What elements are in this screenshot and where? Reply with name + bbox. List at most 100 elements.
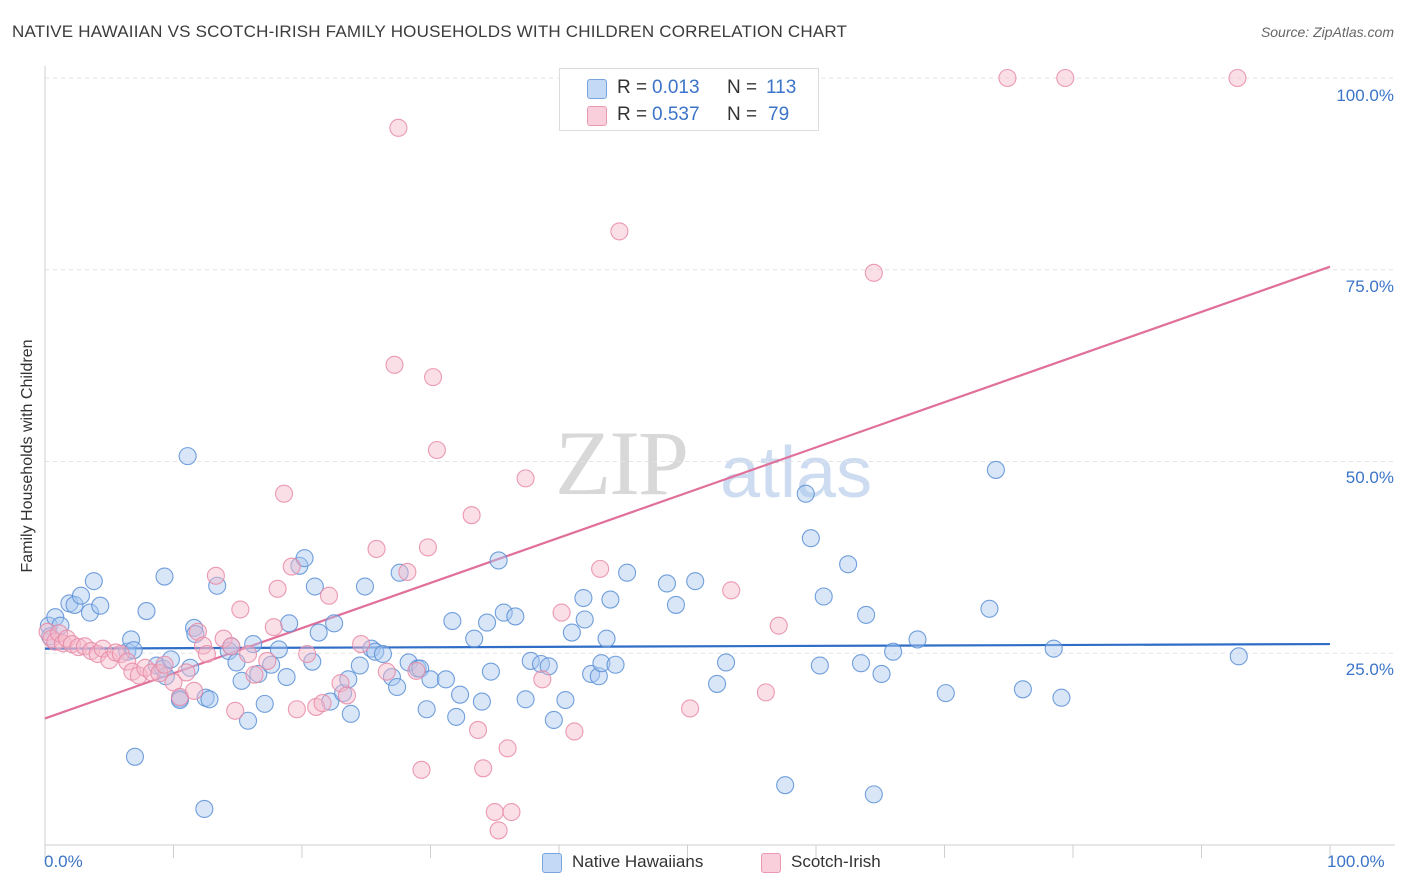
data-point-scotch-irish xyxy=(287,700,306,719)
data-point-native-hawaiians xyxy=(465,629,484,648)
data-point-native-hawaiians xyxy=(71,586,91,605)
data-point-scotch-irish xyxy=(118,652,137,671)
x-tick-label-max: 100.0% xyxy=(1327,852,1385,871)
legend-swatch-pink xyxy=(761,853,781,873)
data-point-native-hawaiians xyxy=(477,613,497,632)
data-point-scotch-irish xyxy=(418,538,437,557)
data-point-scotch-irish xyxy=(222,637,241,656)
data-point-scotch-irish xyxy=(377,662,396,681)
data-point-native-hawaiians xyxy=(200,690,219,709)
data-point-scotch-irish xyxy=(389,118,408,137)
data-point-scotch-irish xyxy=(245,665,264,684)
data-point-scotch-irish xyxy=(111,644,130,664)
data-point-native-hawaiians xyxy=(908,630,927,649)
data-point-scotch-irish xyxy=(489,821,508,840)
legend-swatch-pink xyxy=(587,106,607,126)
data-point-scotch-irish xyxy=(231,600,250,619)
data-point-native-hawaiians xyxy=(122,630,141,649)
data-point-native-hawaiians xyxy=(1044,639,1063,658)
data-point-scotch-irish xyxy=(722,581,741,600)
data-point-scotch-irish xyxy=(462,506,481,525)
data-point-native-hawaiians xyxy=(472,692,491,711)
data-point-scotch-irish xyxy=(214,629,233,648)
data-point-native-hawaiians xyxy=(451,685,470,704)
data-point-native-hawaiians xyxy=(388,677,407,697)
data-point-native-hawaiians xyxy=(91,596,110,615)
data-point-native-hawaiians xyxy=(884,642,903,661)
data-point-native-hawaiians xyxy=(597,629,616,648)
data-point-native-hawaiians xyxy=(390,563,409,582)
data-point-native-hawaiians xyxy=(796,484,815,503)
data-point-scotch-irish xyxy=(274,484,294,503)
data-point-scotch-irish xyxy=(533,670,552,689)
data-point-native-hawaiians xyxy=(321,692,340,711)
data-point-native-hawaiians xyxy=(686,572,705,591)
data-point-scotch-irish xyxy=(177,663,196,682)
data-point-native-hawaiians xyxy=(716,653,736,672)
y-tick-label-100: 100.0% xyxy=(1336,86,1394,105)
watermark-zip: ZIP xyxy=(555,412,689,514)
trend-line-scotch-irish xyxy=(44,265,1331,720)
data-point-native-hawaiians xyxy=(1229,647,1248,666)
data-point-scotch-irish xyxy=(155,655,174,674)
data-point-scotch-irish xyxy=(367,539,386,558)
data-point-native-hawaiians xyxy=(606,655,625,674)
data-point-native-hawaiians xyxy=(238,711,258,730)
data-point-scotch-irish xyxy=(385,355,404,374)
data-point-scotch-irish xyxy=(427,440,446,460)
legend-r-value: 0.013 xyxy=(652,77,700,98)
data-point-native-hawaiians xyxy=(277,667,296,687)
data-point-native-hawaiians xyxy=(657,574,676,593)
data-point-native-hawaiians xyxy=(80,603,100,622)
data-point-native-hawaiians xyxy=(1052,688,1071,707)
data-point-scotch-irish xyxy=(610,222,629,241)
data-point-native-hawaiians xyxy=(155,567,174,586)
data-point-scotch-irish xyxy=(502,802,521,822)
data-point-scotch-irish xyxy=(424,368,443,387)
legend-item-label: Native Hawaiians xyxy=(572,852,704,871)
data-point-native-hawaiians xyxy=(575,610,594,629)
data-point-native-hawaiians xyxy=(421,670,440,689)
data-point-scotch-irish xyxy=(474,759,493,778)
data-point-scotch-irish xyxy=(268,579,287,598)
data-point-native-hawaiians xyxy=(521,651,540,670)
source-credit: Source: ZipAtlas.com xyxy=(1260,24,1394,40)
data-point-native-hawaiians xyxy=(494,603,513,622)
chart-title: NATIVE HAWAIIAN VS SCOTCH-IRISH FAMILY H… xyxy=(12,22,848,41)
data-point-scotch-irish xyxy=(206,566,225,585)
legend-n-label: N = xyxy=(727,104,758,125)
data-point-native-hawaiians xyxy=(776,776,795,795)
data-point-native-hawaiians xyxy=(295,549,314,568)
data-point-native-hawaiians xyxy=(516,690,535,709)
trend-lines xyxy=(44,265,1331,720)
data-point-native-hawaiians xyxy=(195,799,214,819)
data-point-scotch-irish xyxy=(258,651,277,670)
data-point-native-hawaiians xyxy=(436,670,455,689)
data-point-native-hawaiians xyxy=(618,563,637,582)
grid-lines xyxy=(45,77,1395,654)
data-point-native-hawaiians xyxy=(341,704,360,723)
data-point-scotch-irish xyxy=(498,739,517,758)
data-point-scotch-irish xyxy=(864,263,883,282)
data-point-scotch-irish xyxy=(412,760,431,779)
correlation-legend: R = 0.013 N = 113 R = 0.537 N = 79 xyxy=(559,68,819,131)
data-point-scotch-irish xyxy=(552,603,571,622)
data-point-native-hawaiians xyxy=(65,595,84,614)
data-point-scotch-irish xyxy=(194,636,213,655)
data-point-scotch-irish xyxy=(591,559,610,578)
legend-r-value: 0.537 xyxy=(652,104,700,125)
data-point-native-hawaiians xyxy=(936,684,955,703)
trend-line-native-hawaiians xyxy=(44,642,1331,650)
data-point-scotch-irish xyxy=(565,722,584,741)
data-point-native-hawaiians xyxy=(810,656,829,675)
data-point-scotch-irish xyxy=(188,622,207,641)
data-point-scotch-irish xyxy=(319,586,339,605)
axes xyxy=(44,66,1395,858)
data-point-native-hawaiians xyxy=(666,595,685,614)
data-point-native-hawaiians xyxy=(137,602,156,621)
series-scotch-irish xyxy=(38,68,1247,840)
data-point-native-hawaiians xyxy=(851,654,871,673)
data-point-native-hawaiians xyxy=(309,623,328,642)
data-point-native-hawaiians xyxy=(556,690,575,710)
data-point-native-hawaiians xyxy=(562,623,581,642)
